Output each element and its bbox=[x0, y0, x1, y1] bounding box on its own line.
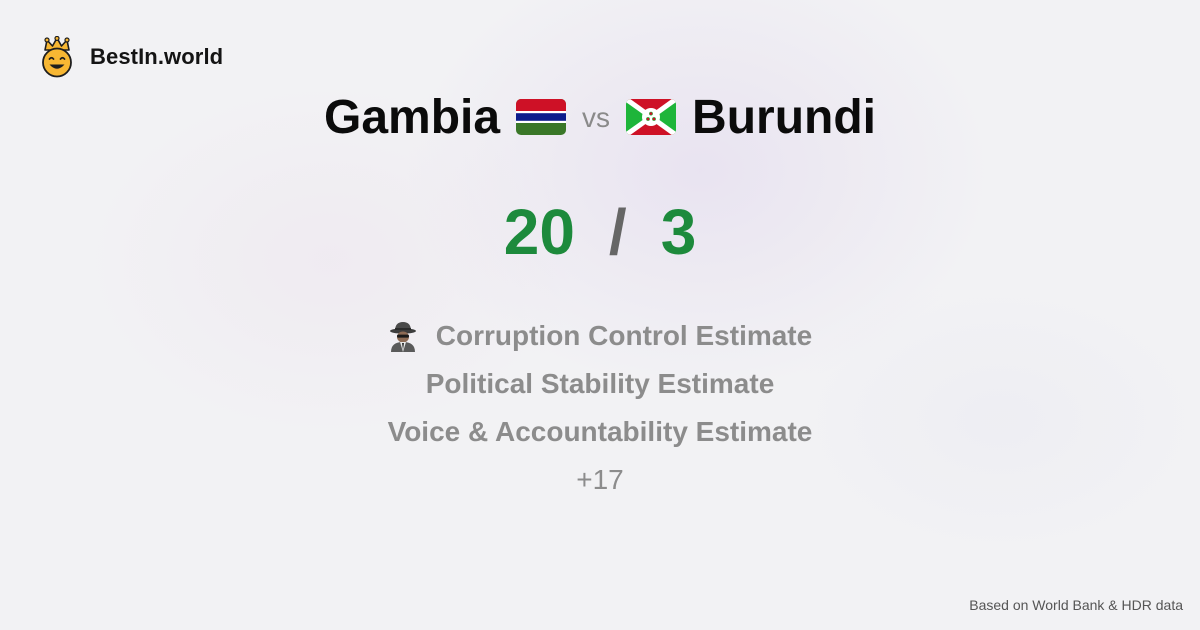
crown-smiley-icon bbox=[42, 36, 72, 78]
brand[interactable]: BestIn.world bbox=[38, 36, 223, 78]
data-source-note: Based on World Bank & HDR data bbox=[969, 597, 1183, 613]
score-display: 20 / 3 bbox=[0, 192, 1200, 272]
score-separator: / bbox=[608, 196, 627, 268]
metrics-list: Corruption Control Estimate Political St… bbox=[0, 312, 1200, 504]
right-score: 3 bbox=[660, 196, 697, 268]
more-metrics-count: +17 bbox=[576, 464, 624, 495]
comparison-title: Gambia vs Burundi bbox=[0, 82, 1200, 152]
metric-item: Corruption Control Estimate bbox=[0, 312, 1200, 360]
left-country-name: Gambia bbox=[323, 90, 501, 144]
metric-item: Political Stability Estimate bbox=[0, 360, 1200, 408]
brand-name: BestIn.world bbox=[90, 44, 224, 69]
metric-label: Corruption Control Estimate bbox=[435, 320, 813, 351]
gambia-flag-icon bbox=[516, 99, 567, 135]
metric-item: Voice & Accountability Estimate bbox=[0, 408, 1200, 456]
detective-icon bbox=[389, 322, 416, 352]
right-country-name: Burundi bbox=[692, 90, 877, 144]
burundi-flag-icon bbox=[626, 99, 677, 135]
metric-label: Voice & Accountability Estimate bbox=[387, 416, 813, 447]
vs-label: vs bbox=[582, 102, 611, 133]
metric-label: Political Stability Estimate bbox=[425, 368, 775, 399]
left-score: 20 bbox=[503, 196, 575, 268]
